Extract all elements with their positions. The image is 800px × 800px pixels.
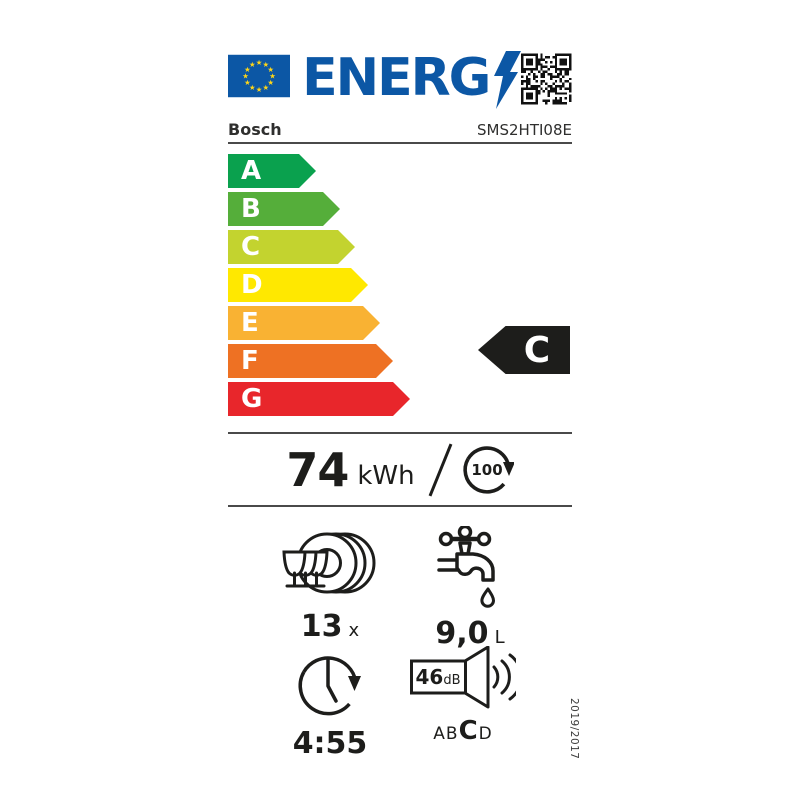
model-number: SMS2HTI08E [477, 121, 572, 139]
noise-speaker-icon [410, 646, 516, 709]
grade-letter: G [241, 384, 263, 414]
svg-text:★: ★ [256, 85, 263, 94]
svg-text:★: ★ [256, 58, 263, 67]
place-settings-value: 13 [300, 609, 343, 644]
per-slash [428, 442, 453, 497]
regulation-number: 2019/2017 [568, 698, 580, 760]
label-header: ★ ★ ★ ★ ★ ★ ★ ★ ★ ★ ★ ★ ENERG [228, 48, 572, 110]
energy-label: ★ ★ ★ ★ ★ ★ ★ ★ ★ ★ ★ ★ ENERG Bosch SMS2HTI08E A B … [228, 48, 580, 788]
noise-class-c: C [458, 716, 479, 746]
place-settings-unit: x [348, 620, 360, 641]
duration-clock-icon [298, 656, 361, 716]
noise-value-label: 46dB [411, 663, 465, 691]
grade-arrow-c: C [228, 230, 355, 264]
energy-consumption-box: 74 kWh 100 [228, 432, 572, 507]
grade-arrow-b: B [228, 192, 340, 226]
eu-flag-icon: ★ ★★★★★★★★★★★ [228, 54, 291, 98]
water-unit: L [494, 627, 505, 648]
noise-class-d: D [478, 724, 493, 744]
efficiency-scale: A B C D E F G C [228, 154, 572, 416]
grade-arrow-a: A [228, 154, 316, 188]
svg-text:★: ★ [249, 60, 256, 69]
grade-arrow-e: E [228, 306, 380, 340]
cycles-count: 100 [471, 461, 502, 479]
svg-text:★: ★ [267, 78, 274, 87]
energ-logo-text: ENERG [302, 48, 491, 108]
svg-text:★: ★ [269, 71, 276, 80]
noise-class-a: A [433, 724, 446, 744]
noise-unit: dB [443, 673, 461, 688]
grade-arrow-f: F [228, 344, 393, 378]
grade-letter: D [241, 270, 263, 300]
grade-letter: A [241, 156, 262, 186]
place-settings-icon [282, 532, 376, 594]
grade-letter: B [241, 194, 261, 224]
grade-arrow-g: G [228, 382, 410, 416]
svg-text:★: ★ [244, 78, 251, 87]
svg-text:★: ★ [267, 65, 274, 74]
noise-class-b: B [445, 724, 459, 744]
grade-letter: C [241, 232, 261, 262]
grade-letter: E [241, 308, 259, 338]
qr-code-icon [521, 53, 572, 105]
noise-class-scale: ABCD [388, 716, 538, 746]
water-value: 9,0 [435, 616, 489, 651]
per-100-cycles-icon: 100 [462, 445, 514, 494]
header-divider [228, 142, 572, 144]
brand-name: Bosch [228, 120, 282, 139]
noise-value: 46 [415, 665, 444, 689]
energy-value: 74 [286, 442, 349, 497]
grade-letter: F [241, 346, 259, 376]
grade-arrow-d: D [228, 268, 368, 302]
svg-text:★: ★ [249, 83, 256, 92]
svg-text:★: ★ [244, 65, 251, 74]
svg-text:★: ★ [263, 83, 270, 92]
energy-unit: kWh [357, 460, 415, 491]
svg-text:★: ★ [242, 71, 249, 80]
rating-indicator: C [478, 326, 570, 374]
duration-value: 4:55 [292, 726, 368, 761]
svg-text:★: ★ [263, 60, 270, 69]
water-tap-icon [437, 526, 495, 608]
lightning-bolt-icon [494, 51, 522, 109]
rating-letter: C [523, 329, 551, 371]
